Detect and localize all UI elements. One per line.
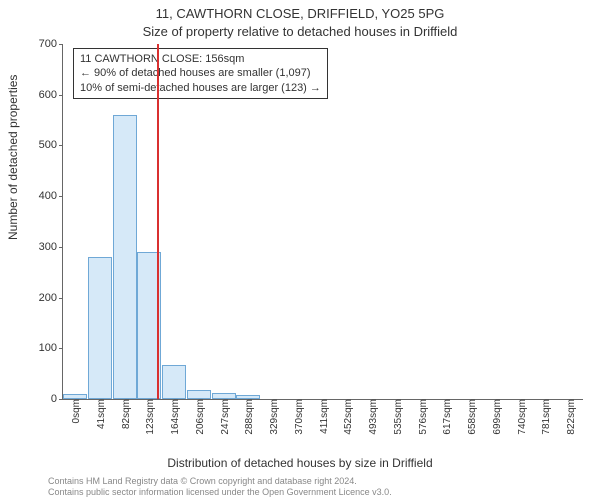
x-tick-label: 493sqm (364, 399, 379, 435)
info-line-1: 11 CAWTHORN CLOSE: 156sqm (80, 52, 321, 66)
x-tick-label: 370sqm (290, 399, 305, 435)
x-tick-label: 329sqm (265, 399, 280, 435)
x-tick-label: 41sqm (92, 399, 107, 429)
x-tick-label: 206sqm (191, 399, 206, 435)
x-tick-label: 411sqm (315, 399, 330, 434)
x-tick-label: 658sqm (463, 399, 478, 435)
plot-area: 11 CAWTHORN CLOSE: 156sqm ← 90% of detac… (62, 44, 583, 400)
histogram-bar (162, 365, 186, 399)
x-tick-label: 247sqm (216, 399, 231, 435)
x-tick-label: 82sqm (117, 399, 132, 429)
y-tick-label: 700 (27, 38, 63, 50)
y-tick-mark (59, 399, 63, 400)
chart-title-main: 11, CAWTHORN CLOSE, DRIFFIELD, YO25 5PG (0, 6, 600, 21)
x-tick-label: 699sqm (488, 399, 503, 435)
y-tick-label: 400 (27, 190, 63, 202)
x-tick-label: 0sqm (67, 399, 82, 423)
x-tick-label: 164sqm (166, 399, 181, 435)
x-tick-label: 822sqm (562, 399, 577, 435)
y-tick-mark (59, 95, 63, 96)
info-line-3: 10% of semi-detached houses are larger (… (80, 81, 321, 95)
y-tick-label: 100 (27, 342, 63, 354)
y-tick-mark (59, 44, 63, 45)
x-tick-label: 123sqm (141, 399, 156, 435)
histogram-bar (88, 257, 112, 399)
y-tick-mark (59, 247, 63, 248)
x-tick-label: 288sqm (240, 399, 255, 435)
y-tick-mark (59, 145, 63, 146)
histogram-bar (187, 390, 211, 399)
x-tick-label: 740sqm (513, 399, 528, 435)
x-tick-label: 452sqm (339, 399, 354, 435)
info-box: 11 CAWTHORN CLOSE: 156sqm ← 90% of detac… (73, 48, 328, 99)
y-tick-mark (59, 196, 63, 197)
x-tick-label: 535sqm (389, 399, 404, 435)
histogram-bar (113, 115, 137, 399)
info-line-2: ← 90% of detached houses are smaller (1,… (80, 66, 321, 80)
chart-title-sub: Size of property relative to detached ho… (0, 24, 600, 39)
y-tick-label: 300 (27, 241, 63, 253)
y-tick-mark (59, 348, 63, 349)
y-tick-label: 200 (27, 292, 63, 304)
footer-line-2: Contains public sector information licen… (48, 487, 392, 498)
y-tick-label: 0 (27, 393, 63, 405)
footer-line-1: Contains HM Land Registry data © Crown c… (48, 476, 392, 487)
y-tick-label: 600 (27, 89, 63, 101)
reference-line (157, 44, 159, 399)
y-tick-label: 500 (27, 139, 63, 151)
x-tick-label: 576sqm (414, 399, 429, 435)
y-axis-label: Number of detached properties (6, 75, 20, 240)
chart-container: 11, CAWTHORN CLOSE, DRIFFIELD, YO25 5PG … (0, 0, 600, 500)
y-tick-mark (59, 298, 63, 299)
footer-attribution: Contains HM Land Registry data © Crown c… (48, 476, 392, 498)
x-tick-label: 617sqm (438, 399, 453, 435)
x-axis-label: Distribution of detached houses by size … (0, 456, 600, 470)
x-tick-label: 781sqm (537, 399, 552, 435)
